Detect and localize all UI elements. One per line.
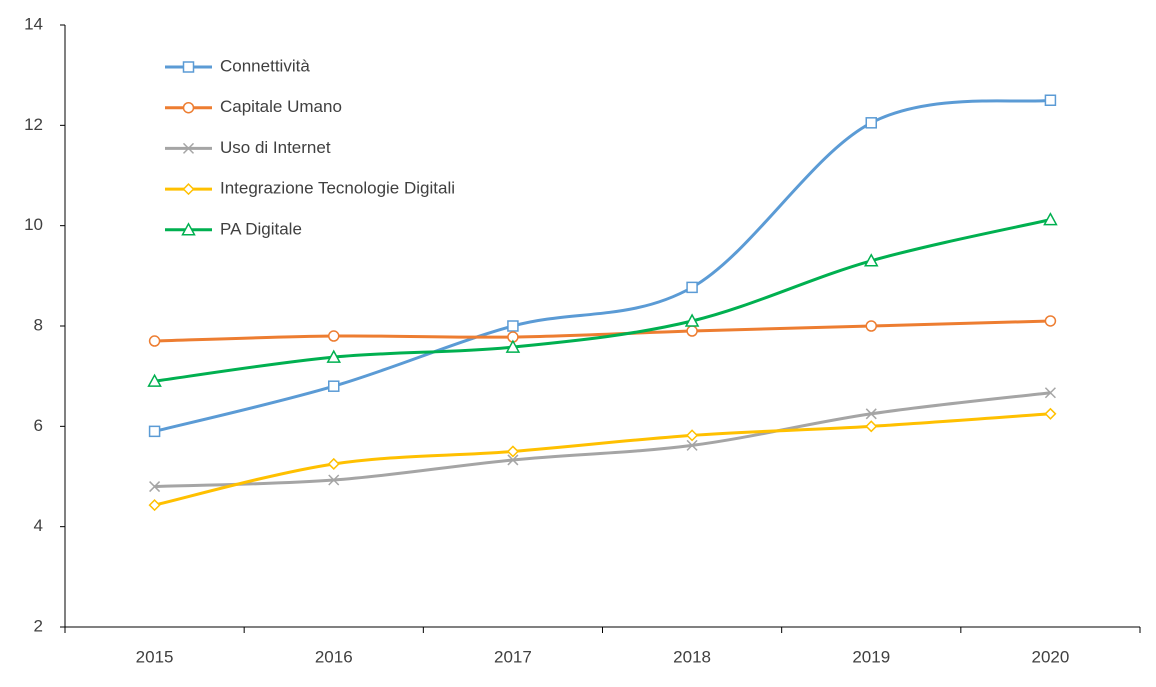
marker — [328, 380, 340, 392]
x-tick-label: 2019 — [852, 647, 890, 666]
marker — [865, 408, 877, 420]
x-tick-label: 2017 — [494, 647, 532, 666]
marker — [1043, 212, 1058, 226]
x-tick-label: 2015 — [136, 647, 174, 666]
marker — [181, 222, 196, 236]
marker — [148, 335, 161, 347]
marker — [686, 429, 699, 442]
marker — [147, 373, 162, 387]
marker — [182, 61, 195, 73]
marker — [865, 420, 878, 433]
legend-label: Capitale Umano — [220, 97, 342, 116]
x-tick-label: 2016 — [315, 647, 353, 666]
marker — [148, 425, 161, 438]
marker — [328, 330, 340, 342]
marker — [686, 325, 698, 337]
marker — [865, 117, 877, 129]
series-line — [154, 218, 1051, 383]
y-tick-label: 8 — [34, 315, 43, 334]
marker — [1044, 94, 1057, 106]
marker — [507, 454, 519, 466]
y-tick-label: 14 — [24, 14, 43, 33]
marker — [686, 281, 698, 294]
marker — [327, 457, 340, 471]
marker — [1044, 407, 1057, 420]
legend-label: Integrazione Tecnologie Digitali — [220, 179, 455, 198]
legend-label: Uso di Internet — [220, 138, 331, 157]
y-tick-label: 6 — [34, 416, 43, 435]
series-line — [154, 412, 1051, 507]
marker — [684, 313, 700, 327]
marker — [686, 439, 698, 451]
y-tick-label: 2 — [34, 616, 43, 635]
marker — [1044, 315, 1057, 327]
marker — [148, 499, 161, 512]
y-tick-label: 12 — [24, 115, 43, 134]
marker — [506, 445, 519, 458]
x-tick-label: 2020 — [1032, 647, 1070, 666]
marker — [863, 253, 879, 267]
series-line — [154, 98, 1051, 433]
legend-label: PA Digitale — [220, 219, 302, 238]
series-line — [154, 391, 1051, 489]
marker — [149, 481, 161, 493]
x-tick-label: 2018 — [673, 647, 711, 666]
marker — [1044, 387, 1056, 399]
marker — [182, 101, 195, 114]
marker — [328, 474, 340, 486]
marker — [326, 349, 342, 363]
y-tick-label: 4 — [34, 516, 43, 535]
marker — [507, 320, 519, 332]
marker — [182, 142, 195, 154]
marker — [182, 183, 195, 196]
marker — [505, 339, 521, 353]
legend-label: Connettività — [220, 56, 310, 75]
y-tick-label: 10 — [24, 215, 43, 234]
series-line — [154, 319, 1051, 343]
marker — [865, 320, 877, 332]
